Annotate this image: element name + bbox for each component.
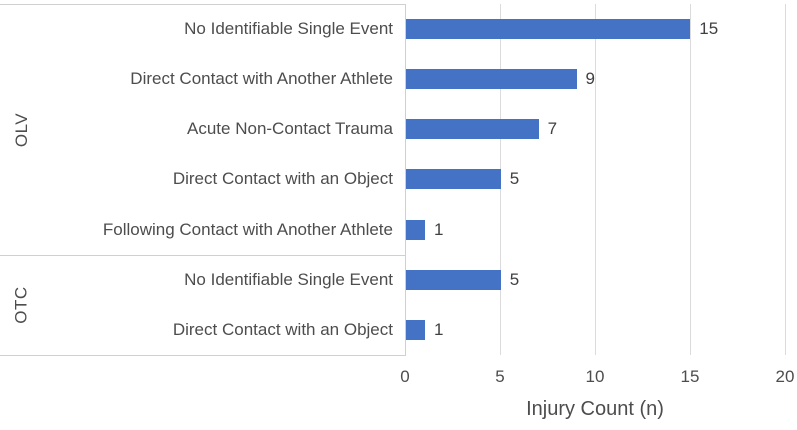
- category-label: Acute Non-Contact Trauma: [187, 119, 393, 138]
- label-area-top-line: [0, 4, 406, 5]
- gridline-10: [595, 4, 596, 355]
- category-label: No Identifiable Single Event: [184, 270, 393, 289]
- x-tick-label: 5: [495, 367, 505, 386]
- category-label: No Identifiable Single Event: [184, 19, 393, 38]
- bar-data-label: 7: [547, 119, 558, 138]
- x-tick-label: 15: [680, 367, 700, 386]
- category-label: Following Contact with Another Athlete: [102, 220, 393, 239]
- label-area-bottom-line: [0, 355, 406, 356]
- group-label-olv-text: OLV: [11, 112, 31, 147]
- bar-row: 5: [406, 154, 785, 204]
- bar-data-label: 15: [699, 19, 719, 38]
- bar-row: 1: [406, 205, 785, 255]
- bar-row: 9: [406, 54, 785, 104]
- bar-data-label: 5: [509, 169, 520, 188]
- gridline-20: [785, 4, 786, 355]
- bar: [406, 169, 501, 189]
- bar-row: 5: [406, 255, 785, 305]
- category-label: Direct Contact with Another Athlete: [130, 69, 393, 88]
- x-tick-label: 10: [585, 367, 605, 386]
- bar: [406, 220, 425, 240]
- category-label: Direct Contact with an Object: [172, 169, 393, 188]
- bar-data-label: 1: [433, 220, 444, 239]
- x-tick-label: 0: [400, 367, 410, 386]
- bar-row: 1: [406, 305, 785, 355]
- bar: [406, 320, 425, 340]
- bar-row: 7: [406, 104, 785, 154]
- bar: [406, 69, 577, 89]
- gridline-15: [690, 4, 691, 355]
- bar-row: 15: [406, 4, 785, 54]
- bar-data-label: 9: [585, 69, 596, 88]
- bar-data-label: 5: [509, 270, 520, 289]
- group-label-otc-text: OTC: [11, 286, 31, 324]
- category-label: Direct Contact with an Object: [172, 320, 393, 339]
- bar-data-label: 1: [433, 320, 444, 339]
- group-label-otc: OTC: [0, 255, 44, 355]
- category-axis-line: [405, 4, 406, 355]
- x-tick-label: 20: [775, 367, 795, 386]
- bar: [406, 270, 501, 290]
- x-axis-title: Injury Count (n): [526, 398, 664, 420]
- group-label-olv: OLV: [0, 4, 44, 255]
- bar: [406, 19, 691, 39]
- bar: [406, 119, 539, 139]
- group-separator-line: [0, 255, 406, 256]
